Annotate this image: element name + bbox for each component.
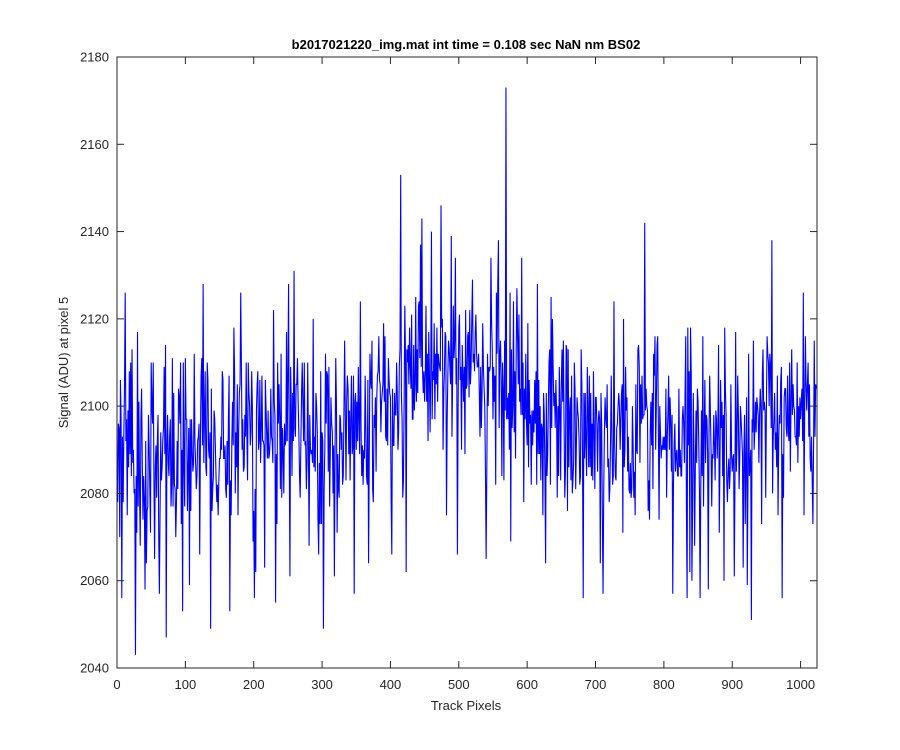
series-layer [116,87,817,655]
x-tick-label: 700 [585,677,607,692]
y-tick-label: 2060 [80,573,109,588]
x-axis: 0 100 200 300 400 500 600 700 800 900 1000 [113,57,815,692]
y-tick-label: 2080 [80,486,109,501]
y-tick-label: 2100 [80,399,109,414]
x-tick-label: 0 [113,677,120,692]
y-axis: 2040 2060 2080 2100 2120 2140 2160 2180 [80,50,817,676]
x-tick-label: 100 [175,677,197,692]
y-tick-label: 2180 [80,50,109,65]
x-tick-label: 1000 [786,677,815,692]
x-tick-label: 900 [721,677,743,692]
y-tick-label: 2040 [80,661,109,676]
x-tick-label: 800 [653,677,675,692]
series-line [116,87,817,655]
y-tick-label: 2160 [80,137,109,152]
x-tick-label: 400 [380,677,402,692]
y-axis-label: Signal (ADU) at pixel 5 [56,297,71,429]
plot-frame [116,56,818,669]
x-tick-label: 300 [311,677,333,692]
y-tick-label: 2120 [80,311,109,326]
x-tick-label: 600 [516,677,538,692]
x-axis-label: Track Pixels [431,698,502,713]
y-tick-label: 2140 [80,224,109,239]
chart-title: b2017021220_img.mat int time = 0.108 sec… [292,37,641,52]
x-tick-label: 200 [243,677,265,692]
x-tick-label: 500 [448,677,470,692]
